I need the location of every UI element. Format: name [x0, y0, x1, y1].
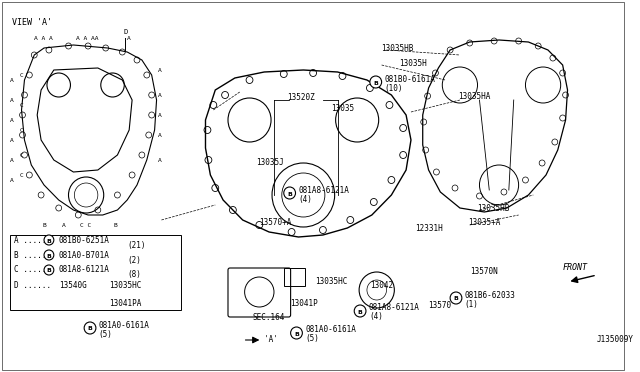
- Text: B: B: [358, 310, 362, 314]
- Text: A: A: [157, 112, 161, 118]
- Text: A: A: [10, 138, 13, 142]
- Text: 13035HA: 13035HA: [458, 92, 490, 100]
- Text: (5): (5): [99, 330, 113, 339]
- Text: C: C: [20, 173, 24, 177]
- Text: 'A': 'A': [264, 336, 278, 344]
- Text: A .....: A .....: [13, 235, 46, 244]
- Text: VIEW 'A': VIEW 'A': [12, 17, 52, 26]
- Text: 13035HC: 13035HC: [315, 278, 348, 286]
- Text: (21): (21): [127, 241, 146, 250]
- Text: 081A8-6121A: 081A8-6121A: [369, 304, 420, 312]
- Text: 13570N: 13570N: [470, 267, 497, 276]
- Text: 13570+A: 13570+A: [259, 218, 292, 227]
- Text: B: B: [113, 222, 117, 228]
- Text: A: A: [10, 77, 13, 83]
- Circle shape: [284, 187, 296, 199]
- Text: B: B: [42, 222, 46, 228]
- Circle shape: [291, 327, 302, 339]
- Text: B: B: [454, 296, 458, 301]
- Text: C: C: [20, 73, 24, 77]
- Circle shape: [44, 265, 54, 275]
- Circle shape: [450, 292, 462, 304]
- Text: A: A: [157, 132, 161, 138]
- Text: 081A8-6121A: 081A8-6121A: [59, 266, 109, 275]
- Circle shape: [370, 76, 381, 88]
- Text: 081B6-62033: 081B6-62033: [465, 291, 516, 299]
- Circle shape: [44, 250, 54, 260]
- Text: A: A: [157, 67, 161, 73]
- Text: D: D: [123, 29, 127, 35]
- Text: 13035HB: 13035HB: [477, 203, 510, 212]
- Text: A: A: [127, 35, 131, 41]
- Text: (5): (5): [305, 334, 319, 343]
- Text: J135009Y: J135009Y: [597, 336, 634, 344]
- Text: 13540G: 13540G: [59, 280, 86, 289]
- Circle shape: [354, 305, 366, 317]
- Text: 13035H: 13035H: [399, 58, 427, 67]
- Circle shape: [44, 235, 54, 245]
- Text: B: B: [373, 80, 378, 86]
- Text: B: B: [88, 327, 92, 331]
- Text: A A A: A A A: [35, 35, 53, 41]
- Text: B: B: [47, 253, 51, 259]
- Text: 081A0-6161A: 081A0-6161A: [305, 326, 356, 334]
- Text: 13520Z: 13520Z: [287, 93, 314, 102]
- Text: (4): (4): [369, 312, 383, 321]
- Circle shape: [84, 322, 96, 334]
- Bar: [284, 268, 305, 286]
- Text: FRONT: FRONT: [563, 263, 588, 273]
- Bar: [10, 235, 181, 310]
- Text: D ......: D ......: [13, 280, 51, 289]
- Text: 13041P: 13041P: [291, 298, 318, 308]
- Text: C .....: C .....: [13, 266, 46, 275]
- Text: A: A: [10, 97, 13, 103]
- Text: 081B0-6161A: 081B0-6161A: [385, 74, 435, 83]
- Text: B: B: [47, 269, 51, 273]
- Text: 13042: 13042: [370, 280, 393, 289]
- Text: 12331H: 12331H: [415, 224, 443, 232]
- Text: C C: C C: [81, 222, 92, 228]
- Text: (10): (10): [385, 83, 403, 93]
- Text: B: B: [287, 192, 292, 196]
- Text: (2): (2): [127, 256, 141, 264]
- Text: C: C: [20, 128, 24, 132]
- Text: A: A: [10, 157, 13, 163]
- Text: A: A: [157, 93, 161, 97]
- Text: 13035: 13035: [331, 103, 354, 112]
- Text: A: A: [61, 222, 65, 228]
- Text: 13035J: 13035J: [257, 157, 284, 167]
- Text: 13570: 13570: [429, 301, 452, 311]
- Text: B: B: [294, 331, 299, 337]
- Text: SEC.164: SEC.164: [252, 314, 285, 323]
- Text: 081A0-B701A: 081A0-B701A: [59, 250, 109, 260]
- Text: 13035HB: 13035HB: [381, 44, 414, 52]
- Text: 081A8-6121A: 081A8-6121A: [298, 186, 349, 195]
- Text: (4): (4): [298, 195, 312, 203]
- Text: 13035+A: 13035+A: [468, 218, 500, 227]
- Text: (1): (1): [465, 299, 479, 308]
- Text: A: A: [10, 118, 13, 122]
- Text: (8): (8): [127, 270, 141, 279]
- Text: A: A: [157, 157, 161, 163]
- Text: A A AA: A A AA: [76, 35, 99, 41]
- Text: 13041PA: 13041PA: [109, 298, 142, 308]
- Text: A: A: [10, 177, 13, 183]
- Text: 13035HC: 13035HC: [109, 280, 142, 289]
- Text: B .....: B .....: [13, 250, 46, 260]
- Text: C: C: [20, 103, 24, 108]
- Text: C: C: [20, 153, 24, 157]
- Text: B: B: [47, 238, 51, 244]
- Text: 081A0-6161A: 081A0-6161A: [99, 321, 150, 330]
- Text: 081B0-6251A: 081B0-6251A: [59, 235, 109, 244]
